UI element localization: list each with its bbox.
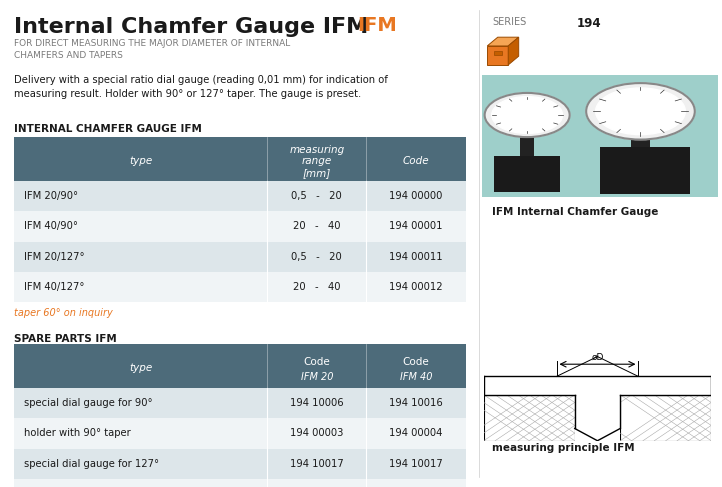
Text: 194 10016: 194 10016: [389, 398, 443, 408]
Text: 194 00011: 194 00011: [389, 252, 443, 262]
Text: IFM 40: IFM 40: [400, 372, 432, 382]
Text: measuring principle IFM: measuring principle IFM: [492, 443, 635, 453]
Text: IFM: IFM: [357, 16, 397, 35]
Text: Code: Code: [403, 156, 430, 166]
Polygon shape: [487, 46, 508, 65]
Text: 194 10006: 194 10006: [290, 398, 344, 408]
Bar: [14, 181, 466, 211]
Bar: [620, 395, 711, 441]
Bar: [484, 376, 711, 395]
Polygon shape: [494, 51, 502, 55]
Text: 20   -   40: 20 - 40: [293, 222, 341, 231]
Text: 194 00012: 194 00012: [389, 282, 443, 292]
Text: type: type: [129, 363, 152, 373]
Circle shape: [484, 93, 570, 137]
Text: IFM 40/90°: IFM 40/90°: [24, 222, 78, 231]
Bar: [14, 449, 466, 479]
Bar: [601, 147, 690, 193]
Text: Code: Code: [403, 357, 430, 367]
Text: 194 00004: 194 00004: [389, 429, 443, 438]
Text: IFM 20/90°: IFM 20/90°: [24, 191, 78, 201]
Bar: [14, 211, 466, 242]
Polygon shape: [508, 37, 518, 65]
Bar: [14, 137, 466, 141]
Bar: [14, 141, 466, 181]
Text: 0,5   -   20: 0,5 - 20: [292, 252, 342, 262]
Polygon shape: [487, 37, 518, 46]
Bar: [494, 155, 560, 192]
Text: Internal Chamfer Gauge IFM: Internal Chamfer Gauge IFM: [14, 17, 369, 37]
Text: FOR DIRECT MEASURING THE MAJOR DIAMETER OF INTERNAL
CHAMFERS AND TAPERS: FOR DIRECT MEASURING THE MAJOR DIAMETER …: [14, 39, 291, 60]
Bar: [520, 125, 534, 155]
Text: holder with 90° taper: holder with 90° taper: [24, 429, 131, 438]
Text: IFM 40/127°: IFM 40/127°: [24, 282, 84, 292]
Circle shape: [596, 88, 685, 134]
Text: Code: Code: [303, 357, 330, 367]
Text: 194 00001: 194 00001: [389, 222, 443, 231]
Text: øD: øD: [591, 353, 604, 362]
Text: 194 00000: 194 00000: [389, 191, 443, 201]
Circle shape: [492, 96, 562, 133]
Bar: [484, 395, 575, 441]
Bar: [14, 418, 466, 449]
Text: 194 10017: 194 10017: [290, 459, 344, 468]
Bar: [14, 479, 466, 487]
Text: 194: 194: [577, 17, 601, 30]
Bar: [14, 272, 466, 302]
Text: taper 60° on inquiry: taper 60° on inquiry: [14, 308, 113, 318]
Text: 20   -   40: 20 - 40: [293, 282, 341, 292]
Circle shape: [586, 83, 695, 140]
Text: SERIES: SERIES: [492, 17, 526, 27]
Text: special dial gauge for 90°: special dial gauge for 90°: [24, 398, 152, 408]
Text: IFM Internal Chamfer Gauge: IFM Internal Chamfer Gauge: [492, 207, 658, 217]
Text: SPARE PARTS IFM: SPARE PARTS IFM: [14, 334, 117, 344]
Text: type: type: [129, 156, 152, 166]
Text: special dial gauge for 127°: special dial gauge for 127°: [24, 459, 159, 468]
Text: IFM 20/127°: IFM 20/127°: [24, 252, 84, 262]
Text: 194 00003: 194 00003: [290, 429, 344, 438]
Bar: [14, 344, 466, 348]
Bar: [575, 387, 620, 441]
Text: 194 10017: 194 10017: [389, 459, 443, 468]
Bar: [14, 348, 466, 388]
Bar: [14, 242, 466, 272]
Bar: [631, 125, 650, 147]
Text: Delivery with a special ratio dial gauge (reading 0,01 mm) for indication of
mea: Delivery with a special ratio dial gauge…: [14, 75, 388, 99]
Text: IFM 20: IFM 20: [300, 372, 333, 382]
Text: 0,5   -   20: 0,5 - 20: [292, 191, 342, 201]
Text: measuring
range
[mm]: measuring range [mm]: [290, 145, 344, 178]
Text: INTERNAL CHAMFER GAUGE IFM: INTERNAL CHAMFER GAUGE IFM: [14, 124, 202, 134]
Bar: [14, 388, 466, 418]
